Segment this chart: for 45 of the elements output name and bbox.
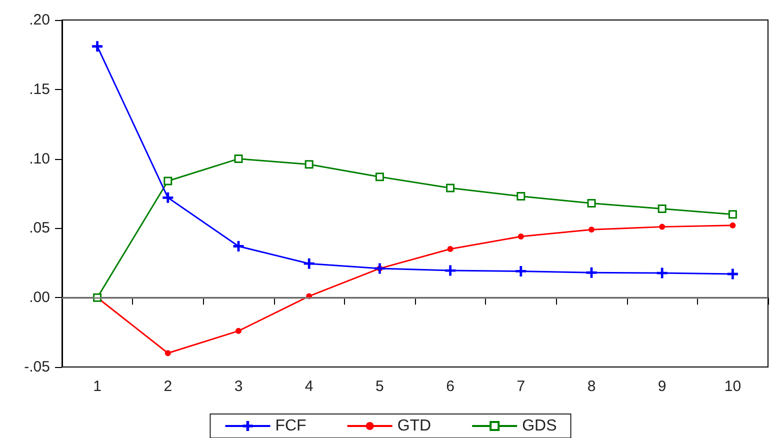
x-tick-label: 4 — [304, 378, 314, 395]
point — [164, 176, 172, 186]
x-tick-label: 9 — [658, 378, 666, 395]
legend-label: FCF — [275, 418, 307, 434]
point — [730, 222, 736, 228]
y-tick-label: .00 — [29, 289, 50, 306]
legend-label: GTD — [397, 418, 432, 434]
point — [375, 172, 384, 182]
point — [374, 263, 385, 274]
point — [162, 192, 174, 203]
point — [728, 210, 737, 219]
x-tick-label: 6 — [446, 378, 454, 395]
y-tick-label: -.05 — [24, 358, 50, 376]
point — [658, 204, 666, 214]
legend-label: GDS — [522, 418, 557, 434]
point — [304, 160, 314, 169]
x-tick-label: 2 — [164, 378, 172, 395]
point — [516, 266, 526, 276]
x-tick-label: 7 — [516, 378, 526, 395]
point — [656, 268, 668, 278]
point — [234, 154, 243, 164]
point — [445, 265, 456, 276]
point — [92, 41, 103, 52]
y-tick-label: .05 — [29, 220, 50, 237]
x-tick-label: 3 — [234, 378, 243, 395]
point — [588, 226, 594, 233]
y-tick-label: .20 — [29, 12, 50, 28]
point — [516, 192, 526, 201]
point — [586, 267, 597, 278]
point — [727, 268, 738, 280]
x-tick-label: 10 — [724, 378, 742, 395]
x-tick-label: 1 — [93, 378, 102, 395]
point — [236, 328, 242, 334]
point — [233, 240, 244, 252]
point — [659, 224, 666, 230]
point — [447, 246, 454, 252]
point — [304, 258, 314, 269]
x-tick-label: 5 — [376, 378, 384, 395]
point — [518, 234, 524, 240]
point — [164, 350, 171, 356]
point — [446, 184, 455, 192]
point — [587, 198, 596, 208]
y-tick-label: .10 — [29, 150, 50, 168]
y-tick-label: .15 — [29, 80, 50, 98]
x-tick-label: 8 — [587, 378, 596, 395]
